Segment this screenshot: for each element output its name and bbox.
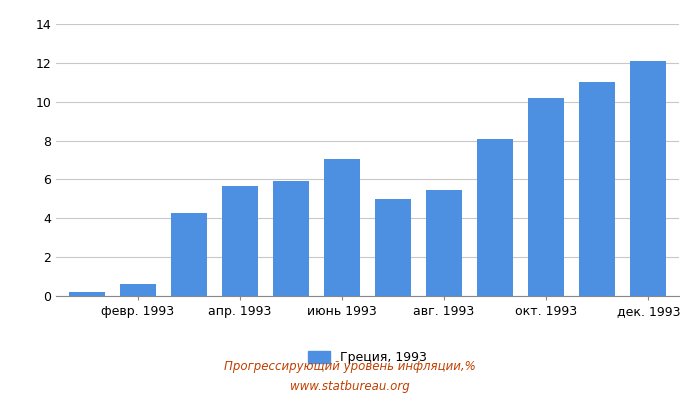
Bar	[171, 214, 206, 296]
Bar	[580, 82, 615, 296]
Bar	[375, 199, 411, 296]
Bar	[120, 284, 155, 296]
Bar	[69, 292, 104, 296]
Bar	[528, 98, 564, 296]
Bar	[324, 159, 360, 296]
Text: www.statbureau.org: www.statbureau.org	[290, 380, 410, 393]
Bar	[477, 139, 513, 296]
Bar	[631, 61, 666, 296]
Bar	[426, 190, 462, 296]
Text: Прогрессирующий уровень инфляции,%: Прогрессирующий уровень инфляции,%	[224, 360, 476, 373]
Bar	[222, 186, 258, 296]
Bar	[273, 181, 309, 296]
Legend: Греция, 1993: Греция, 1993	[308, 351, 427, 364]
